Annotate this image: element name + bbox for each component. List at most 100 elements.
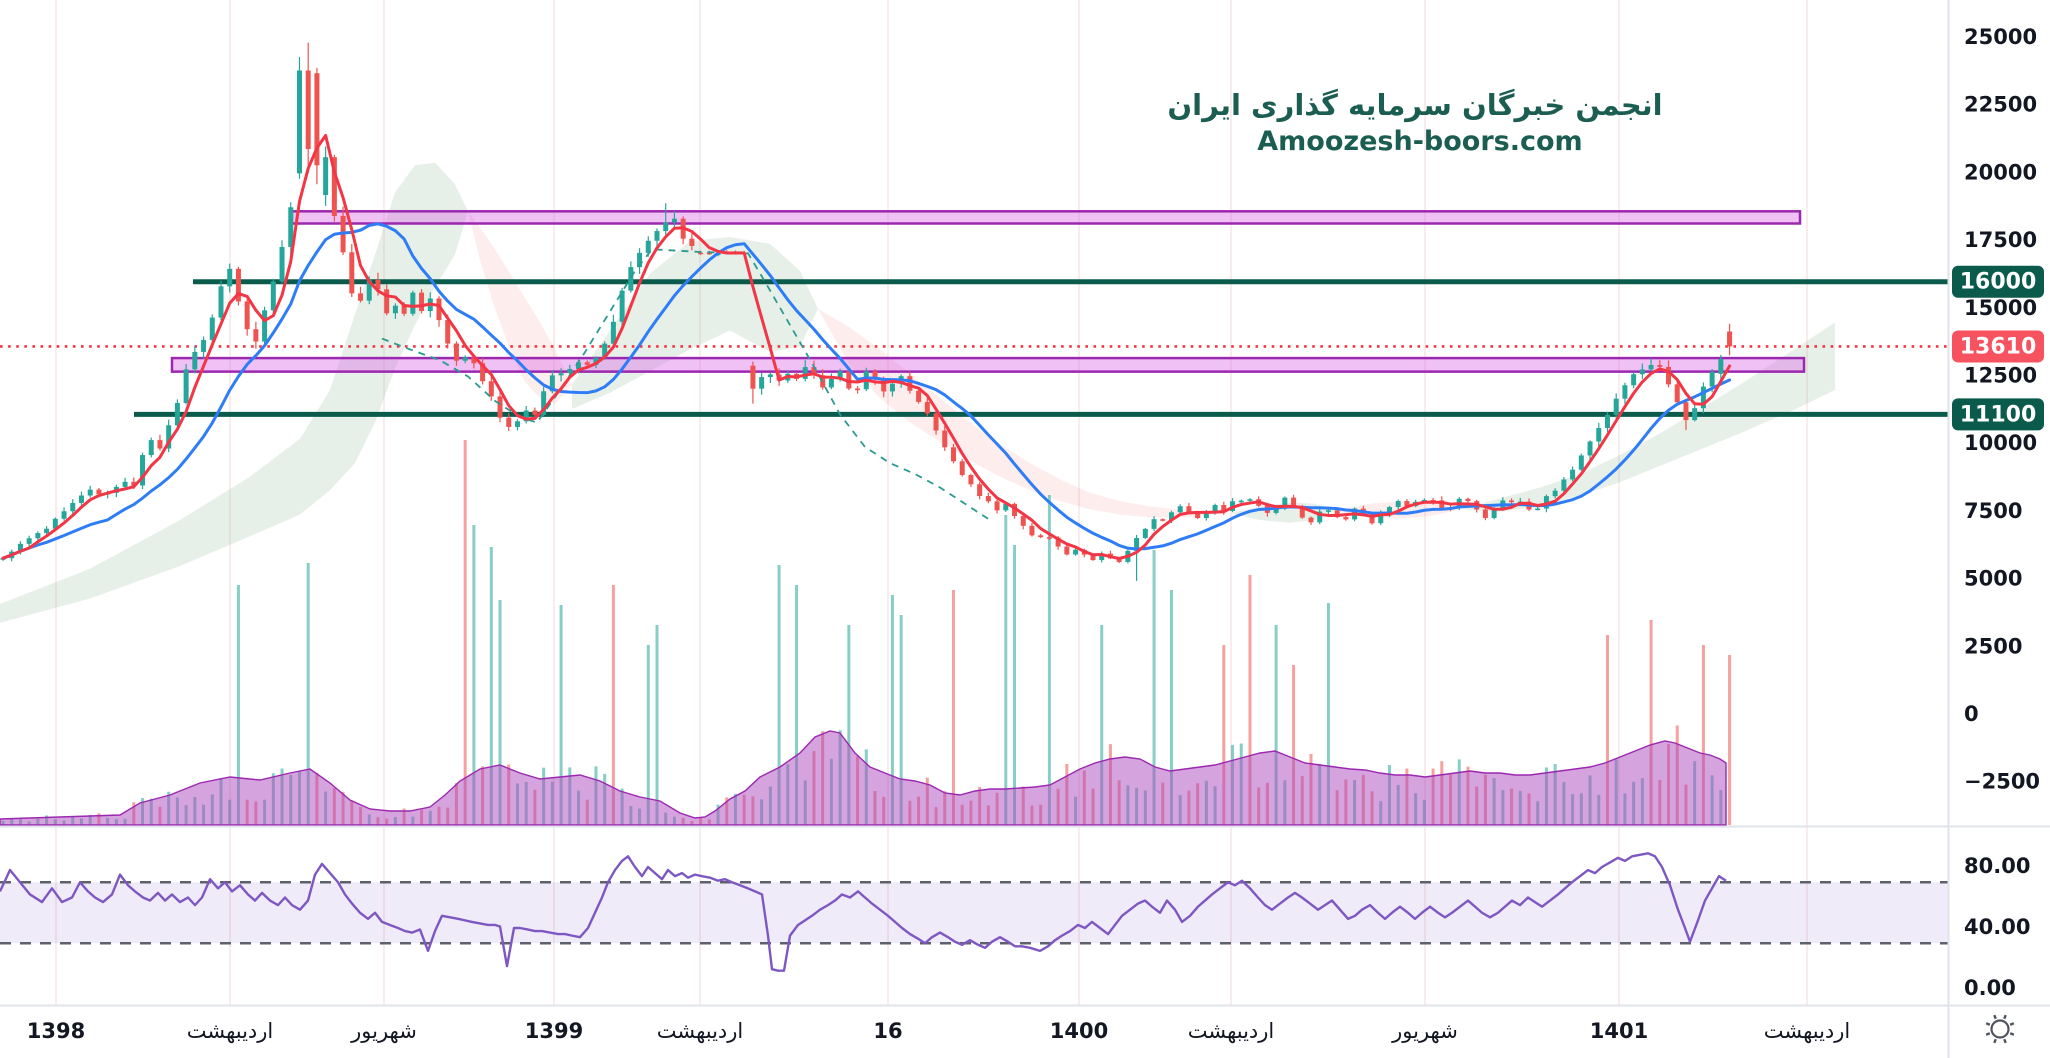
candle-body (593, 357, 599, 365)
candle-body (166, 425, 172, 449)
price-tick-label: 17500 (1964, 228, 2037, 252)
ichimoku-cloud-down (468, 211, 572, 404)
candle-body (497, 396, 503, 418)
price-tick-label: 10000 (1964, 431, 2037, 455)
candle-body (1543, 496, 1549, 509)
time-axis[interactable]: 1398 اردیبهشت شهریور 1399 اردیبهشت 16 1400 اردی… (27, 1019, 1851, 1043)
candle-body (1666, 366, 1672, 385)
gear-icon-spoke (1985, 1032, 1991, 1036)
candle-body (950, 447, 956, 462)
candle-body (1709, 371, 1715, 387)
candle-body (1012, 503, 1018, 517)
candle-body (462, 357, 468, 361)
candle-body (78, 495, 84, 503)
candle-body (26, 538, 32, 544)
candle-body (759, 377, 765, 389)
candle-body (375, 279, 381, 290)
price-badge-label: 11100 (1960, 402, 2037, 427)
candle-body (488, 381, 494, 397)
candle-body (410, 292, 416, 314)
candle-body (1020, 516, 1026, 526)
price-zone-rectangle[interactable] (170, 356, 1806, 373)
candle-body (1369, 514, 1375, 524)
candle-body (855, 388, 861, 391)
candle-body (889, 383, 895, 392)
ma-slow-line (1, 222, 1732, 560)
candle-body (811, 367, 817, 376)
candle-body (1064, 546, 1070, 555)
price-badge-13610 (1952, 330, 2044, 363)
candle-body (1343, 517, 1349, 520)
candle-body (1561, 479, 1567, 491)
price-tick-label: 20000 (1964, 160, 2037, 184)
horizontal-levels[interactable] (0, 279, 1948, 417)
candle-body (558, 373, 564, 376)
candle-body (1003, 503, 1009, 511)
candle-body (288, 207, 294, 247)
candle-body (1509, 500, 1515, 503)
candle-body (148, 440, 154, 456)
price-tick-label: 7500 (1964, 499, 2022, 523)
candle-body (1134, 538, 1140, 551)
candle-body (1395, 501, 1401, 508)
candle-body (270, 281, 276, 311)
candle-body (1177, 506, 1183, 513)
candle-body (828, 378, 834, 388)
candle-body (183, 369, 189, 403)
candle-body (1613, 398, 1619, 415)
volume-ma-area (0, 730, 1727, 826)
candle-body (602, 343, 608, 358)
candle-body (645, 240, 651, 253)
candle-body (366, 279, 372, 301)
price-axis[interactable]: 2500022500200001750015000125001000075005… (1952, 25, 2044, 1000)
candle-body (628, 267, 634, 291)
watermark-url: Amoozesh-boors.com (1257, 126, 1582, 157)
candle-body (1622, 385, 1628, 399)
candle-body (994, 501, 1000, 511)
candle-body (671, 218, 677, 223)
candle-body (61, 511, 67, 519)
candle-body (1221, 505, 1227, 511)
candle-body (837, 371, 843, 379)
candle-body (1386, 507, 1392, 514)
candle-body (314, 73, 320, 166)
candle-body (1596, 428, 1602, 442)
time-tick-label: اردیبهشت (1764, 1019, 1851, 1043)
candle-body (1465, 498, 1471, 502)
time-tick-label: 16 (873, 1019, 902, 1043)
candle-body (122, 481, 128, 487)
candle-body (750, 365, 756, 389)
candle-body (1674, 384, 1680, 403)
time-tick-label: شهریور (1391, 1019, 1458, 1043)
candle-body (1552, 490, 1558, 497)
candle-body (619, 290, 625, 322)
candle-body (541, 391, 547, 415)
candle-body (1029, 525, 1035, 536)
settings-gear-icon[interactable] (1985, 1014, 2015, 1044)
time-tick-label: 1398 (27, 1019, 85, 1043)
candle-body (942, 430, 948, 448)
time-tick-label: اردیبهشت (187, 1019, 274, 1043)
candle-body (305, 70, 311, 150)
time-tick-label: اردیبهشت (657, 1019, 744, 1043)
moving-averages (1, 133, 1732, 560)
candle-body (157, 440, 163, 449)
price-tick-label: 22500 (1964, 93, 2037, 117)
candle-body (907, 376, 913, 391)
candle-body (1186, 506, 1192, 513)
candle-body (131, 481, 137, 486)
candle-body (706, 252, 712, 255)
candle-body (1439, 500, 1445, 508)
time-tick-label: 1401 (1590, 1019, 1648, 1043)
price-zone-rectangle[interactable] (288, 210, 1802, 225)
candle-body (924, 401, 930, 414)
candle-body (1604, 414, 1610, 429)
gear-icon-spoke (1985, 1022, 1991, 1026)
gear-icon-spoke (1993, 1038, 1997, 1044)
candle-body (17, 543, 23, 552)
candle-body (610, 321, 616, 344)
watermark-title: انجمن خبرگان سرمایه گذاری ایران (1167, 88, 1662, 122)
candle-body (689, 238, 695, 246)
